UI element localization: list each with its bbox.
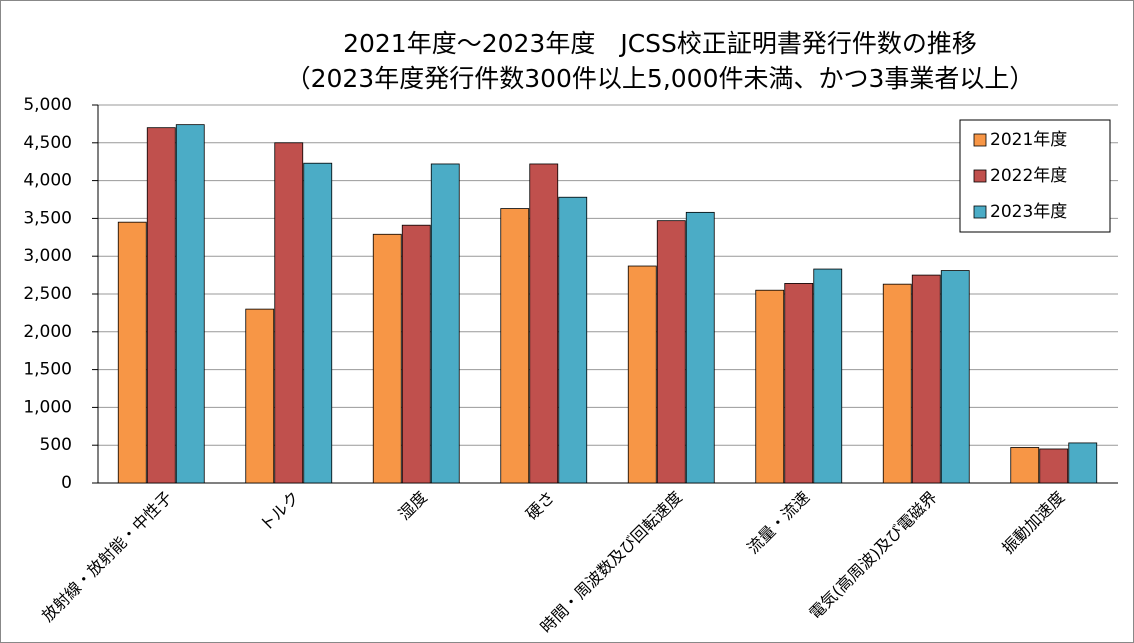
bar	[627, 265, 657, 484]
bar	[1039, 448, 1069, 484]
bar	[940, 270, 970, 484]
bar	[755, 289, 785, 484]
y-tick-label: 1,000	[23, 397, 72, 417]
chart-subtitle: （2023年度発行件数300件以上5,000件未満、かつ3事業者以上）	[286, 64, 1035, 93]
y-tick-label: 500	[40, 435, 72, 455]
bar	[558, 196, 588, 484]
chart-title: 2021年度～2023年度 JCSS校正証明書発行件数の推移	[343, 29, 977, 58]
y-tick-label: 4,000	[23, 171, 72, 191]
y-tick-label: 1,500	[23, 360, 72, 380]
bar	[1068, 442, 1098, 484]
bar	[882, 283, 912, 484]
bar	[117, 221, 147, 484]
y-tick-label: 3,500	[23, 208, 72, 228]
y-tick-label: 2,500	[23, 284, 72, 304]
bar	[911, 274, 941, 484]
bar	[401, 224, 431, 484]
bar	[146, 127, 176, 484]
y-tick-label: 2,000	[23, 322, 72, 342]
bar	[1010, 447, 1040, 484]
y-tick-label: 3,000	[23, 246, 72, 266]
legend-label: 2022年度	[990, 166, 1067, 186]
bar	[430, 163, 460, 484]
legend-label: 2023年度	[990, 202, 1067, 222]
bar	[500, 208, 530, 484]
bar	[656, 220, 686, 484]
bar	[175, 124, 205, 484]
y-tick-label: 0	[61, 473, 72, 493]
bar	[529, 163, 559, 484]
bar	[372, 233, 402, 484]
bar	[274, 142, 304, 484]
legend-swatch	[973, 205, 987, 219]
legend-label: 2021年度	[990, 130, 1067, 150]
y-tick-label: 4,500	[23, 133, 72, 153]
bar	[685, 211, 715, 484]
legend-swatch	[973, 169, 987, 183]
bar	[303, 162, 333, 484]
bar	[784, 283, 814, 484]
bar	[245, 308, 275, 484]
y-tick-label: 5,000	[23, 95, 72, 115]
bar	[813, 268, 843, 484]
legend-swatch	[973, 133, 987, 147]
